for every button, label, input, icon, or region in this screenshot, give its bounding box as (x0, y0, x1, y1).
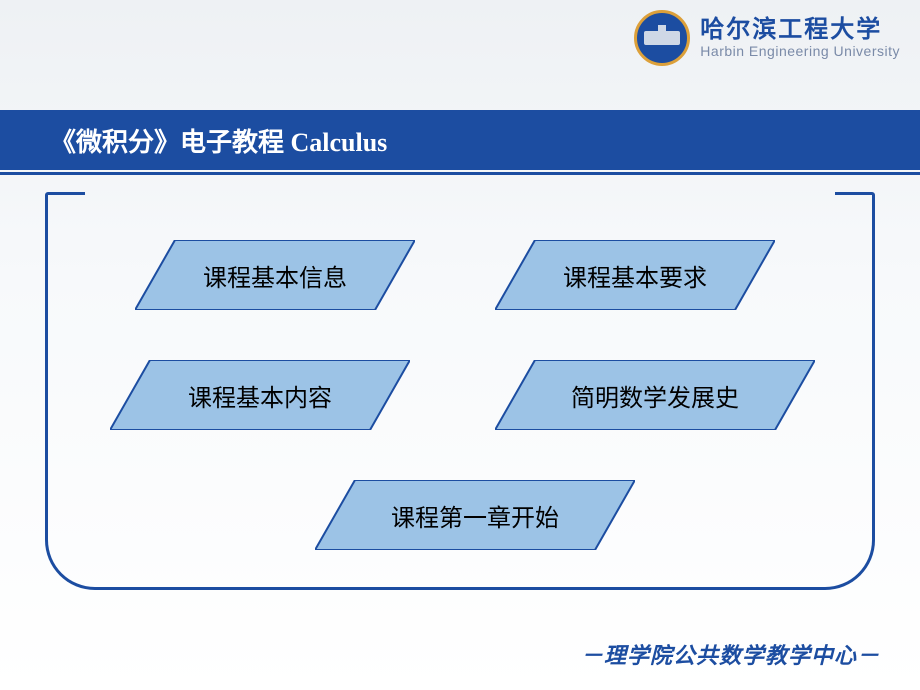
menu-label: 课程基本信息 (135, 240, 415, 310)
menu-item-chapter-one-start[interactable]: 课程第一章开始 (315, 480, 635, 550)
menu-item-course-info[interactable]: 课程基本信息 (135, 240, 415, 310)
university-name-cn: 哈尔滨工程大学 (700, 17, 900, 43)
menu-item-course-content[interactable]: 课程基本内容 (110, 360, 410, 430)
menu-label: 简明数学发展史 (495, 360, 815, 430)
menu-label: 课程基本内容 (110, 360, 410, 430)
title-bar: 《微积分》电子教程 Calculus (0, 110, 920, 170)
university-name-en: Harbin Engineering University (700, 44, 900, 59)
title-bar-text: 《微积分》电子教程 Calculus (50, 122, 387, 159)
menu-shapes-container: 课程基本信息 课程基本要求 课程基本内容 简明数学发展史 课程第一章开始 (45, 195, 875, 590)
footer-text: －理学院公共数学教学中心－ (581, 638, 880, 670)
menu-item-math-history[interactable]: 简明数学发展史 (495, 360, 815, 430)
title-underline (0, 172, 920, 175)
university-name: 哈尔滨工程大学 Harbin Engineering University (700, 17, 900, 59)
menu-item-course-requirements[interactable]: 课程基本要求 (495, 240, 775, 310)
menu-label: 课程第一章开始 (315, 480, 635, 550)
university-logo-block: 哈尔滨工程大学 Harbin Engineering University (634, 10, 900, 66)
menu-label: 课程基本要求 (495, 240, 775, 310)
university-seal-icon (634, 10, 690, 66)
